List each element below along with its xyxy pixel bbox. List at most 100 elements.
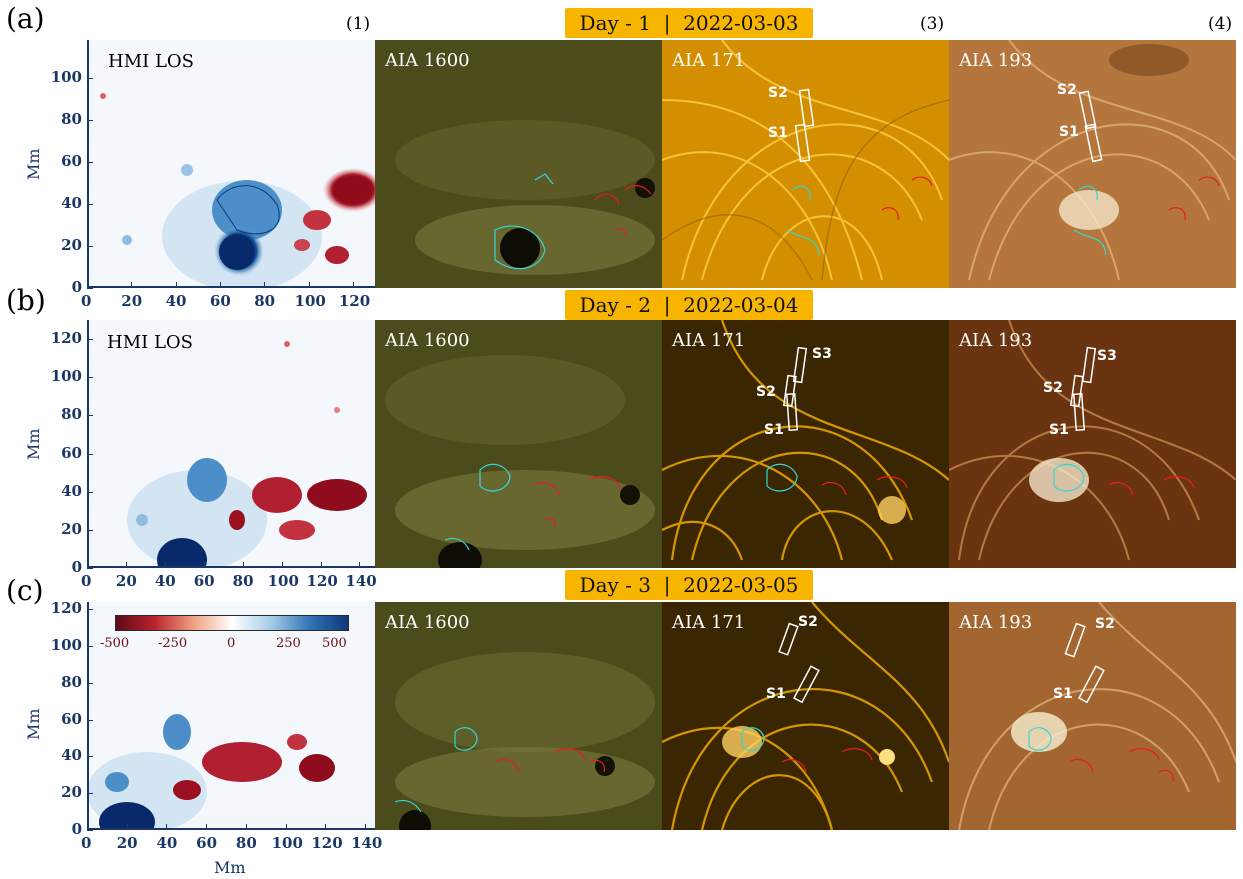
- hmi-ytick-2-1: 20: [61, 783, 82, 802]
- hmi-ytick-0-1: 20: [61, 235, 82, 254]
- hmi-ytick-mark-0-1: [87, 245, 93, 247]
- colorbar-tick-2: 0: [227, 636, 236, 651]
- hmi-ytick-1-1: 20: [61, 519, 82, 538]
- hmi-xtick-0-1: 20: [121, 292, 143, 310]
- hmi-ytick-mark-1-6: [87, 339, 93, 341]
- hmi-xtick-2-3: 60: [196, 834, 218, 852]
- hmi-xtick-0-4: 80: [254, 292, 276, 310]
- hmi-xtick-2-5: 100: [271, 834, 303, 852]
- row-label-a: (a): [6, 2, 45, 35]
- hmi-xtick-2-7: 140: [351, 834, 383, 852]
- aia1600-panel-a: AIA 1600: [375, 40, 662, 288]
- hmi-xtick-mark-2-2: [166, 824, 168, 830]
- y-axis-title-a: Mm: [24, 148, 43, 180]
- hmi-ytick-1-0: 0: [71, 558, 82, 576]
- column-label-4: (4): [1208, 14, 1233, 34]
- hmi-magnetogram-b: [87, 320, 375, 568]
- hmi-ytick-0-5: 100: [50, 67, 82, 86]
- y-axis-title-c: Mm: [24, 708, 43, 740]
- hmi-ytick-0-3: 60: [61, 151, 82, 170]
- hmi-ytick-mark-2-2: [87, 756, 93, 758]
- hmi-ytick-mark-2-1: [87, 793, 93, 795]
- hmi-label-b: HMI LOS: [107, 332, 194, 353]
- hmi-ytick-mark-0-0: [87, 288, 93, 289]
- hmi-xtick-2-1: 20: [116, 834, 138, 852]
- hmi-xtick-1-5: 100: [267, 572, 299, 590]
- hmi-ytick-0-0: 0: [71, 278, 82, 296]
- colorbar-tick-1: -250: [158, 636, 188, 651]
- hmi-ytick-mark-1-4: [87, 415, 93, 417]
- hmi-xtick-mark-1-1: [125, 562, 127, 568]
- hmi-ytick-mark-2-3: [87, 719, 93, 721]
- aia1600-panel-c: AIA 1600: [375, 602, 662, 830]
- colorbar-tick-4: 500: [322, 636, 347, 651]
- hmi-xtick-mark-1-7: [359, 562, 361, 568]
- aia193-label-c: AIA 193: [959, 612, 1033, 633]
- hmi-ytick-2-4: 80: [61, 672, 82, 691]
- hmi-xtick-1-1: 20: [115, 572, 137, 590]
- aia1600-image-b: [375, 320, 662, 568]
- hmi-xtick-1-4: 80: [232, 572, 254, 590]
- hmi-xtick-mark-0-2: [175, 282, 177, 288]
- hmi-xtick-mark-0-0: [87, 282, 88, 288]
- hmi-ytick-mark-1-1: [87, 529, 93, 531]
- hmi-xtick-mark-1-5: [281, 562, 283, 568]
- hmi-xtick-mark-2-6: [325, 824, 327, 830]
- aia171-panel-a: AIA 171 S2 S1: [662, 40, 949, 288]
- hmi-xtick-mark-0-1: [131, 282, 133, 288]
- colorbar-tick-0: -500: [100, 636, 130, 651]
- aia193-label-a: AIA 193: [959, 50, 1033, 71]
- hmi-ytick-mark-2-6: [87, 609, 93, 611]
- hmi-xtick-1-3: 60: [193, 572, 215, 590]
- hmi-ytick-mark-0-5: [87, 77, 93, 79]
- hmi-axis-frame-b: [87, 320, 375, 568]
- y-axis-title-b: Mm: [24, 428, 43, 460]
- hmi-ytick-2-3: 60: [61, 709, 82, 728]
- aia171-image-b: [662, 320, 949, 568]
- aia1600-label-b: AIA 1600: [385, 330, 470, 351]
- slit-label-b193-0: S3: [1097, 348, 1117, 364]
- slit-label-a193-0: S2: [1057, 82, 1077, 98]
- day-banner-1: Day - 1 | 2022-03-03: [565, 8, 813, 38]
- hmi-xtick-0-2: 40: [165, 292, 187, 310]
- slit-label-c171-1: S1: [766, 686, 786, 702]
- hmi-ytick-1-2: 40: [61, 481, 82, 500]
- hmi-xtick-2-6: 120: [311, 834, 343, 852]
- slit-label-b171-2: S1: [764, 422, 784, 438]
- aia171-label-a: AIA 171: [672, 50, 746, 71]
- hmi-xtick-mark-2-4: [245, 824, 247, 830]
- aia1600-label-a: AIA 1600: [385, 50, 470, 71]
- hmi-xtick-mark-2-1: [126, 824, 128, 830]
- hmi-ytick-0-4: 80: [61, 109, 82, 128]
- slit-label-c171-0: S2: [798, 614, 818, 630]
- aia193-panel-b: AIA 193 S3 S2 S1: [949, 320, 1236, 568]
- slit-label-a171-1: S1: [768, 125, 788, 141]
- slit-label-a193-1: S1: [1059, 124, 1079, 140]
- aia193-image-c: [949, 602, 1236, 830]
- row-label-c: (c): [6, 574, 44, 607]
- hmi-xtick-mark-0-6: [352, 282, 354, 288]
- hmi-xtick-2-0: 0: [81, 834, 92, 852]
- day-banner-3: Day - 3 | 2022-03-05: [565, 570, 813, 600]
- hmi-xtick-mark-0-3: [219, 282, 221, 288]
- hmi-ytick-mark-1-5: [87, 377, 93, 379]
- hmi-ytick-2-5: 100: [50, 636, 82, 655]
- hmi-xtick-mark-1-2: [164, 562, 166, 568]
- aia171-image-c: [662, 602, 949, 830]
- hmi-xtick-2-4: 80: [235, 834, 257, 852]
- hmi-panel-b: HMI LOS: [87, 320, 375, 568]
- hmi-xtick-1-7: 140: [345, 572, 377, 590]
- hmi-xtick-mark-1-4: [242, 562, 244, 568]
- hmi-xtick-mark-2-0: [87, 824, 88, 830]
- hmi-ytick-mark-2-0: [87, 830, 93, 831]
- aia171-panel-c: AIA 171 S2 S1: [662, 602, 949, 830]
- aia193-image-a: [949, 40, 1236, 288]
- hmi-xtick-mark-2-5: [285, 824, 287, 830]
- hmi-xtick-0-0: 0: [81, 292, 92, 310]
- x-axis-title: Mm: [214, 858, 246, 877]
- slit-label-b193-1: S2: [1043, 380, 1063, 396]
- aia193-panel-c: AIA 193 S2 S1: [949, 602, 1236, 830]
- hmi-ytick-mark-0-4: [87, 119, 93, 121]
- column-label-1: (1): [346, 14, 371, 34]
- hmi-axis-frame-c: [87, 602, 375, 830]
